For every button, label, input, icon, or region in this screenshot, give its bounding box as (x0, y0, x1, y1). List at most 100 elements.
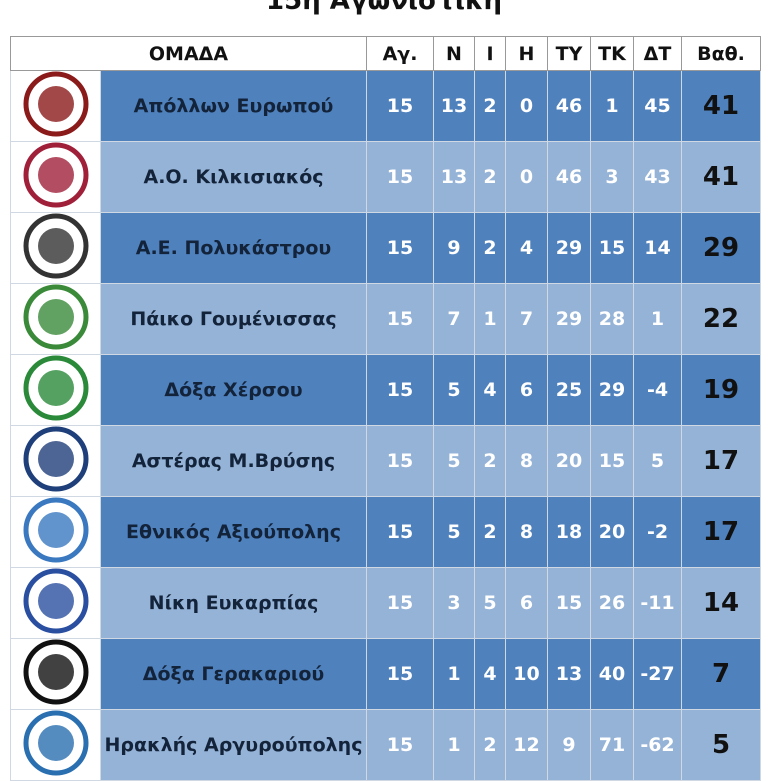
header-cell: ΔΤ (633, 36, 682, 71)
stat: 2 (474, 496, 506, 568)
team-name: Δόξα Χέρσου (100, 354, 367, 426)
team-name: Δόξα Γερακαριού (100, 638, 367, 710)
team-name: Νίκη Ευκαρπίας (100, 567, 367, 639)
header-cell: ΤΚ (590, 36, 634, 71)
stat: 46 (547, 141, 591, 213)
stat: -2 (633, 496, 682, 568)
team-name: Εθνικός Αξιούπολης (100, 496, 367, 568)
team-name: Απόλλων Ευρωπού (100, 70, 367, 142)
stat: 2 (474, 425, 506, 497)
stat: 15 (590, 425, 634, 497)
stat: -27 (633, 638, 682, 710)
stat: 12 (505, 709, 548, 781)
team-logo (10, 425, 101, 497)
stat: 9 (547, 709, 591, 781)
table-body: Απόλλων Ευρωπού 15 13 2 0 46 1 45 41 Α.Ο. Κιλκισι… (10, 70, 761, 781)
stat: 14 (633, 212, 682, 284)
team-logo (10, 141, 101, 213)
stat: -62 (633, 709, 682, 781)
stat: 8 (505, 496, 548, 568)
team-row: Δόξα Χέρσου 15 5 4 6 25 29 -4 19 (10, 354, 761, 426)
team-row: Απόλλων Ευρωπού 15 13 2 0 46 1 45 41 (10, 70, 761, 142)
stat: 2 (474, 70, 506, 142)
stat: 20 (590, 496, 634, 568)
header-cell: Ν (433, 36, 475, 71)
points: 17 (681, 496, 761, 568)
stat: 1 (474, 283, 506, 355)
stat: 18 (547, 496, 591, 568)
stat: 15 (366, 283, 434, 355)
stat: 2 (474, 212, 506, 284)
team-logo (10, 70, 101, 142)
stat: 9 (433, 212, 475, 284)
team-logo (10, 354, 101, 426)
stat: 0 (505, 70, 548, 142)
stat: 1 (633, 283, 682, 355)
stat: 6 (505, 354, 548, 426)
team-row: Αστέρας Μ.Βρύσης 15 5 2 8 20 15 5 17 (10, 425, 761, 497)
team-logo (10, 283, 101, 355)
stat: 3 (590, 141, 634, 213)
team-logo (10, 567, 101, 639)
points: 22 (681, 283, 761, 355)
team-logo (10, 496, 101, 568)
logo-icon (23, 284, 88, 350)
stat: 15 (366, 354, 434, 426)
stat: 15 (547, 567, 591, 639)
stat: 5 (433, 496, 475, 568)
stat: 45 (633, 70, 682, 142)
stat: 5 (633, 425, 682, 497)
stat: 15 (366, 212, 434, 284)
stat: 5 (433, 354, 475, 426)
stat: 46 (547, 70, 591, 142)
stat: 40 (590, 638, 634, 710)
team-logo (10, 638, 101, 710)
team-row: Εθνικός Αξιούπολης 15 5 2 8 18 20 -2 17 (10, 496, 761, 568)
stat: 25 (547, 354, 591, 426)
team-row: Δόξα Γερακαριού 15 1 4 10 13 40 -27 7 (10, 638, 761, 710)
points: 7 (681, 638, 761, 710)
stat: 28 (590, 283, 634, 355)
header-row: ΟΜΑΔΑ Αγ. Ν Ι Η ΤΥ ΤΚ ΔΤ Βαθ. (10, 36, 761, 71)
points: 29 (681, 212, 761, 284)
stat: 15 (366, 141, 434, 213)
points: 19 (681, 354, 761, 426)
stat: 15 (366, 567, 434, 639)
header-cell: Αγ. (366, 36, 434, 71)
logo-icon (23, 568, 88, 634)
logo-icon (23, 142, 88, 208)
logo-icon (23, 355, 88, 421)
logo-icon (23, 71, 88, 137)
logo-icon (23, 710, 88, 776)
stat: 1 (590, 70, 634, 142)
stat: 15 (590, 212, 634, 284)
team-name: Α.Ε. Πολυκάστρου (100, 212, 367, 284)
stat: 5 (474, 567, 506, 639)
stat: 29 (590, 354, 634, 426)
stat: 15 (366, 425, 434, 497)
team-row: Πάικο Γουμένισσας 15 7 1 7 29 28 1 22 (10, 283, 761, 355)
stat: 2 (474, 141, 506, 213)
stat: 2 (474, 709, 506, 781)
team-name: Α.Ο. Κιλκισιακός (100, 141, 367, 213)
points: 5 (681, 709, 761, 781)
stat: 15 (366, 638, 434, 710)
logo-icon (23, 213, 88, 279)
stat: 1 (433, 638, 475, 710)
stat: 1 (433, 709, 475, 781)
stat: 43 (633, 141, 682, 213)
stat: 4 (474, 354, 506, 426)
stat: 13 (547, 638, 591, 710)
points: 41 (681, 70, 761, 142)
header-cell: ΤΥ (547, 36, 591, 71)
stat: 7 (505, 283, 548, 355)
stat: 29 (547, 283, 591, 355)
header-cell: Βαθ. (681, 36, 761, 71)
points: 17 (681, 425, 761, 497)
stat: 20 (547, 425, 591, 497)
stat: 10 (505, 638, 548, 710)
logo-icon (23, 639, 88, 705)
stat: 15 (366, 70, 434, 142)
logo-icon (23, 497, 88, 563)
